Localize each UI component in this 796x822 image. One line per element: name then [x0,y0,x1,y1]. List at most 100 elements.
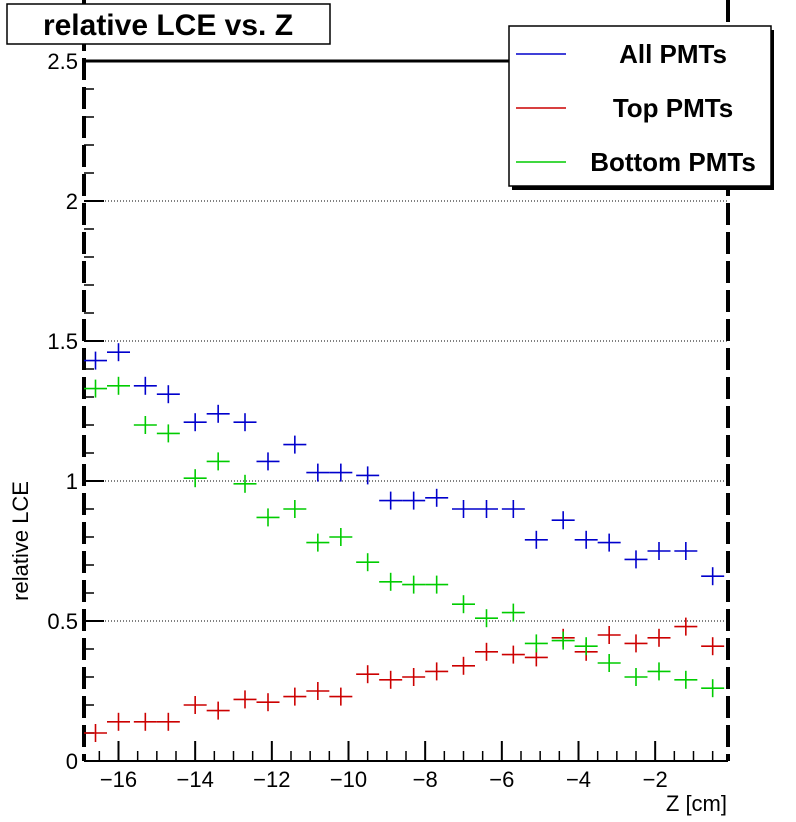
y-tick-label: 0 [66,749,78,774]
x-tick-label: −12 [253,767,290,792]
chart-title-box: relative LCE vs. Z [6,3,331,45]
data-point [574,530,598,549]
x-tick-label: −14 [177,767,214,792]
data-point [674,670,698,689]
data-point [501,645,525,664]
data-point [402,668,426,686]
y-tick-label: 2.5 [47,49,78,74]
x-axis-title: Z [cm] [666,791,727,816]
data-point [283,687,307,706]
data-point [701,679,725,698]
y-axis: 0 0.5 1 1.5 2 2.5 [47,49,104,774]
y-axis-title: relative LCE [8,481,33,601]
x-tick-label: −8 [413,767,438,792]
legend-label: Top PMTs [613,93,733,123]
legend-label: All PMTs [619,39,727,69]
y-tick-label: 2 [66,189,78,214]
series-bottom-pmts [84,376,725,698]
legend-label: Bottom PMTs [590,147,756,177]
data-point [233,474,257,493]
data-point [329,687,353,706]
data-point [329,463,353,482]
data-point [206,452,230,471]
data-point [524,634,548,653]
x-tick-label: −10 [330,767,367,792]
x-tick-label: −4 [566,767,591,792]
data-point [206,701,230,720]
series-all-pmts [84,343,725,586]
data-point [624,668,648,686]
data-point [379,670,403,689]
y-tick-label: 1 [66,469,78,494]
series-top-pmts [84,617,725,742]
x-tick-label: −16 [100,767,137,792]
x-axis: −16 −14 −12 −10 −8 −6 −4 −2 [98,741,714,792]
data-point [233,690,257,709]
data-point [183,469,207,488]
data-point [84,724,107,742]
data-point [156,712,180,731]
data-point [475,500,498,518]
data-point [501,603,525,622]
y-tick-label: 1.5 [47,329,78,354]
data-point [329,528,353,546]
data-point [475,609,498,628]
x-tick-label: −2 [643,767,668,792]
data-point [306,682,330,700]
data-point [425,575,449,594]
data-point [574,637,598,656]
data-point [475,642,498,661]
legend-items: All PMTs Top PMTs Bottom PMTs [516,39,756,177]
data-point [156,424,180,443]
data-point [674,542,698,560]
data-point [379,572,403,591]
grid-lines [84,200,728,622]
data-point [356,466,380,485]
data-point [624,550,648,569]
data-point [206,404,230,423]
data-point [233,413,257,432]
data-point [256,452,280,471]
x-tick-label: −6 [489,767,514,792]
data-point [501,500,525,518]
data-point [647,542,671,560]
data-point [624,634,648,653]
data-point [524,530,548,549]
data-point [306,533,330,552]
data-point [183,413,207,432]
data-point [107,376,130,395]
data-point [133,712,157,731]
data-point [84,351,107,370]
legend-frame [508,25,772,187]
data-point [597,626,621,644]
data-point [356,553,380,572]
data-point [306,463,330,482]
data-point [183,696,207,714]
data-point [425,662,449,681]
data-point [356,665,380,684]
data-point [551,631,575,650]
chart-title: relative LCE vs. Z [43,9,293,42]
data-point [107,343,130,362]
title-box-frame [6,3,331,45]
data-point [452,595,475,614]
data-points [84,343,725,742]
data-point [647,628,671,647]
data-point [701,567,725,586]
data-point [402,575,426,594]
data-point [256,693,280,712]
data-point [647,662,671,681]
data-point [425,488,449,507]
data-point [452,500,475,518]
data-point [283,435,307,454]
legend: All PMTs Top PMTs Bottom PMTs [508,25,774,190]
data-point [551,511,575,530]
data-point [701,637,725,656]
data-point [402,491,426,510]
data-point [256,508,280,527]
data-point [133,416,157,434]
data-point [597,654,621,672]
data-point [133,376,157,395]
data-point [283,500,307,518]
